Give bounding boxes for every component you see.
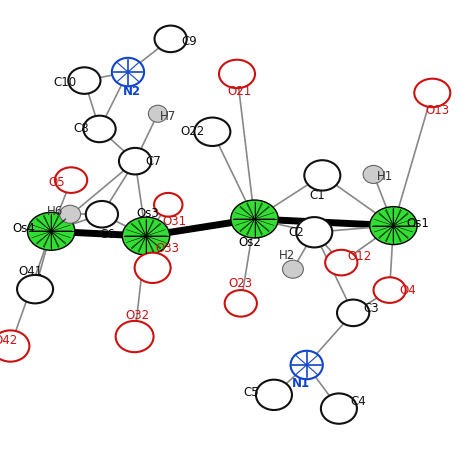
Ellipse shape [116,321,154,352]
Text: C8: C8 [74,122,89,136]
Ellipse shape [122,217,170,255]
Text: Os3: Os3 [136,207,159,220]
Text: Os4: Os4 [12,222,35,236]
Ellipse shape [374,277,406,303]
Text: O5: O5 [48,176,65,189]
Ellipse shape [155,26,187,52]
Text: C3: C3 [364,301,379,315]
Text: C6: C6 [100,228,116,241]
Ellipse shape [291,351,323,379]
Ellipse shape [219,60,255,88]
Text: N1: N1 [292,377,310,391]
Text: O23: O23 [229,277,253,290]
Ellipse shape [0,330,29,362]
Ellipse shape [154,193,182,217]
Ellipse shape [256,380,292,410]
Ellipse shape [283,260,303,278]
Text: O32: O32 [125,309,149,322]
Ellipse shape [55,167,87,193]
Text: O13: O13 [425,104,449,118]
Ellipse shape [325,250,357,275]
Ellipse shape [119,148,151,174]
Text: O22: O22 [180,125,205,138]
Text: O41: O41 [18,264,43,278]
Ellipse shape [296,217,332,247]
Text: H6: H6 [47,205,63,219]
Ellipse shape [321,393,357,424]
Text: O31: O31 [162,215,186,228]
Ellipse shape [148,105,167,122]
Text: O12: O12 [347,250,372,264]
Ellipse shape [83,116,116,142]
Ellipse shape [370,207,417,245]
Text: Os1: Os1 [407,217,429,230]
Text: C10: C10 [53,76,76,90]
Ellipse shape [225,290,257,317]
Text: O21: O21 [227,85,252,99]
Text: N2: N2 [123,84,141,98]
Ellipse shape [231,200,278,238]
Ellipse shape [17,275,53,303]
Text: C9: C9 [182,35,198,48]
Text: O33: O33 [156,242,180,255]
Ellipse shape [27,212,75,250]
Ellipse shape [304,160,340,191]
Text: Os2: Os2 [238,236,261,249]
Ellipse shape [68,67,100,94]
Text: C4: C4 [350,395,366,408]
Text: H1: H1 [377,170,393,183]
Ellipse shape [337,300,369,326]
Ellipse shape [194,118,230,146]
Ellipse shape [135,253,171,283]
Text: C7: C7 [145,155,161,168]
Text: O42: O42 [0,334,18,347]
Ellipse shape [60,205,81,223]
Text: H7: H7 [160,109,176,123]
Ellipse shape [86,201,118,228]
Text: H2: H2 [279,248,295,262]
Text: O4: O4 [399,283,416,297]
Text: C1: C1 [310,189,326,202]
Text: C2: C2 [288,226,304,239]
Ellipse shape [112,58,144,86]
Ellipse shape [363,165,384,183]
Ellipse shape [414,79,450,107]
Text: C5: C5 [244,386,259,399]
